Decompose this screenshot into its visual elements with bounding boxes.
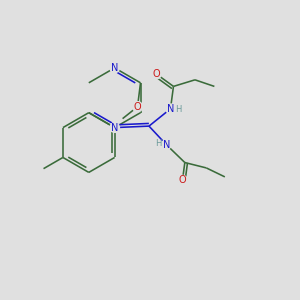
Text: H: H [176,105,182,114]
Text: H: H [155,139,161,148]
Text: O: O [178,176,186,185]
Circle shape [177,176,188,185]
Circle shape [166,104,175,114]
Circle shape [110,123,119,132]
Circle shape [161,140,171,149]
Text: O: O [134,102,141,112]
Text: N: N [111,63,118,73]
Circle shape [110,63,119,73]
Circle shape [132,102,142,112]
Text: O: O [152,69,160,79]
Circle shape [151,69,161,79]
Text: N: N [163,140,170,150]
Text: N: N [111,123,118,133]
Text: N: N [167,104,174,114]
